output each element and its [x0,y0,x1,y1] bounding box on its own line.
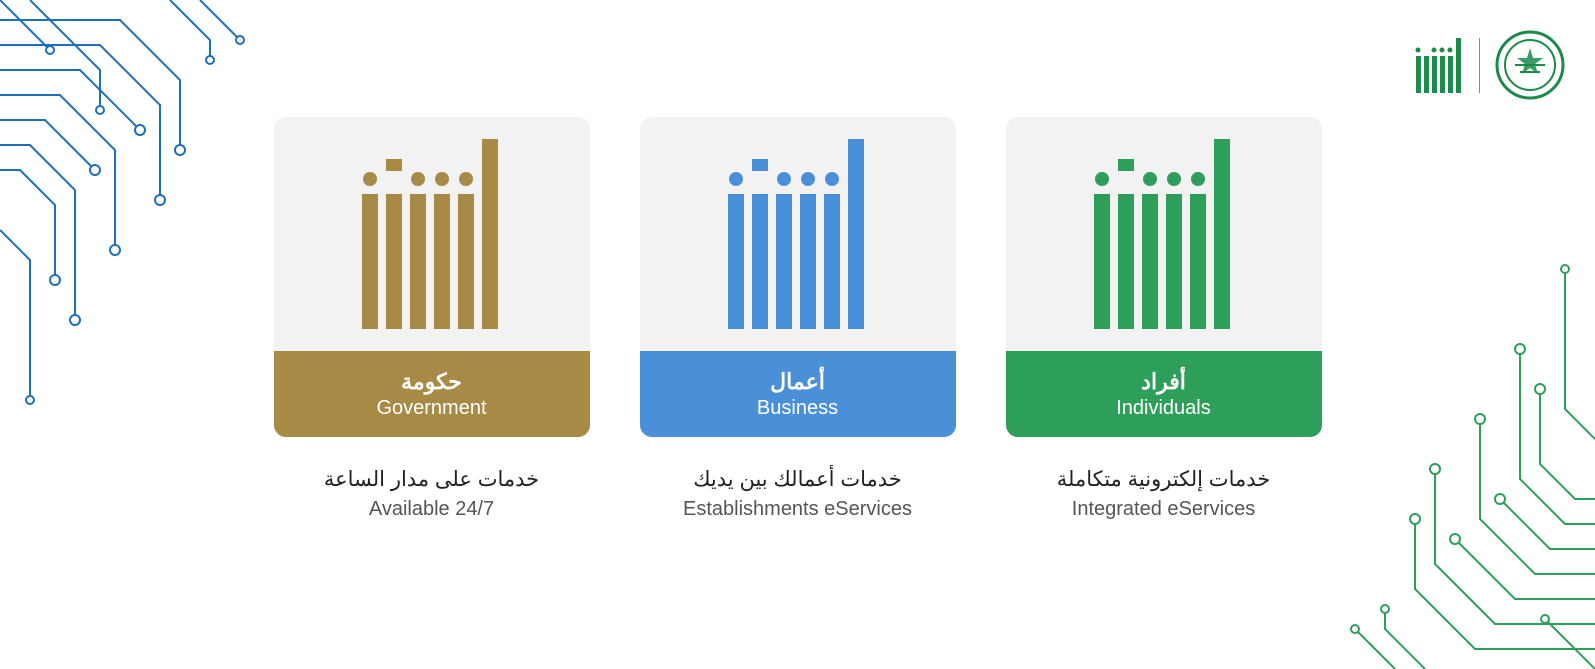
card-label-en: Government [376,397,486,420]
card-label-en: Business [757,397,838,420]
card-caption-ar: خدمات إلكترونية متكاملة [1006,467,1322,492]
header-logos [1414,30,1565,100]
absher-logo-icon [1414,38,1464,93]
absher-individuals-icon [1089,139,1239,329]
absher-business-icon [723,139,873,329]
absher-government-icon [357,139,507,329]
circuit-decoration-right [1315,169,1595,669]
card-caption-business: خدمات أعمالك بين يديك Establishments eSe… [640,467,956,521]
card-label-ar: حكومة [401,369,462,395]
header-divider [1479,38,1480,93]
moi-emblem-icon [1495,30,1565,100]
card-individuals[interactable]: أفراد Individuals [1006,117,1322,437]
card-wrapper-individuals: أفراد Individuals خدمات إلكترونية متكامل… [1006,117,1322,521]
card-label-ar: أفراد [1141,369,1186,395]
card-label-government: حكومة Government [274,351,590,437]
service-cards-row: حكومة Government خدمات على مدار الساعة A… [274,117,1322,521]
card-icon-area [640,117,956,351]
card-caption-ar: خدمات أعمالك بين يديك [640,467,956,492]
card-label-individuals: أفراد Individuals [1006,351,1322,437]
card-caption-en: Available 24/7 [274,498,590,521]
card-business[interactable]: أعمال Business [640,117,956,437]
card-caption-government: خدمات على مدار الساعة Available 24/7 [274,467,590,521]
circuit-decoration-left [0,0,280,500]
card-caption-individuals: خدمات إلكترونية متكاملة Integrated eServ… [1006,467,1322,521]
card-icon-area [1006,117,1322,351]
card-caption-en: Integrated eServices [1006,498,1322,521]
card-label-ar: أعمال [770,369,825,395]
card-government[interactable]: حكومة Government [274,117,590,437]
card-label-business: أعمال Business [640,351,956,437]
card-wrapper-business: أعمال Business خدمات أعمالك بين يديك Est… [640,117,956,521]
card-label-en: Individuals [1116,397,1211,420]
card-wrapper-government: حكومة Government خدمات على مدار الساعة A… [274,117,590,521]
card-caption-ar: خدمات على مدار الساعة [274,467,590,492]
card-icon-area [274,117,590,351]
card-caption-en: Establishments eServices [640,498,956,521]
